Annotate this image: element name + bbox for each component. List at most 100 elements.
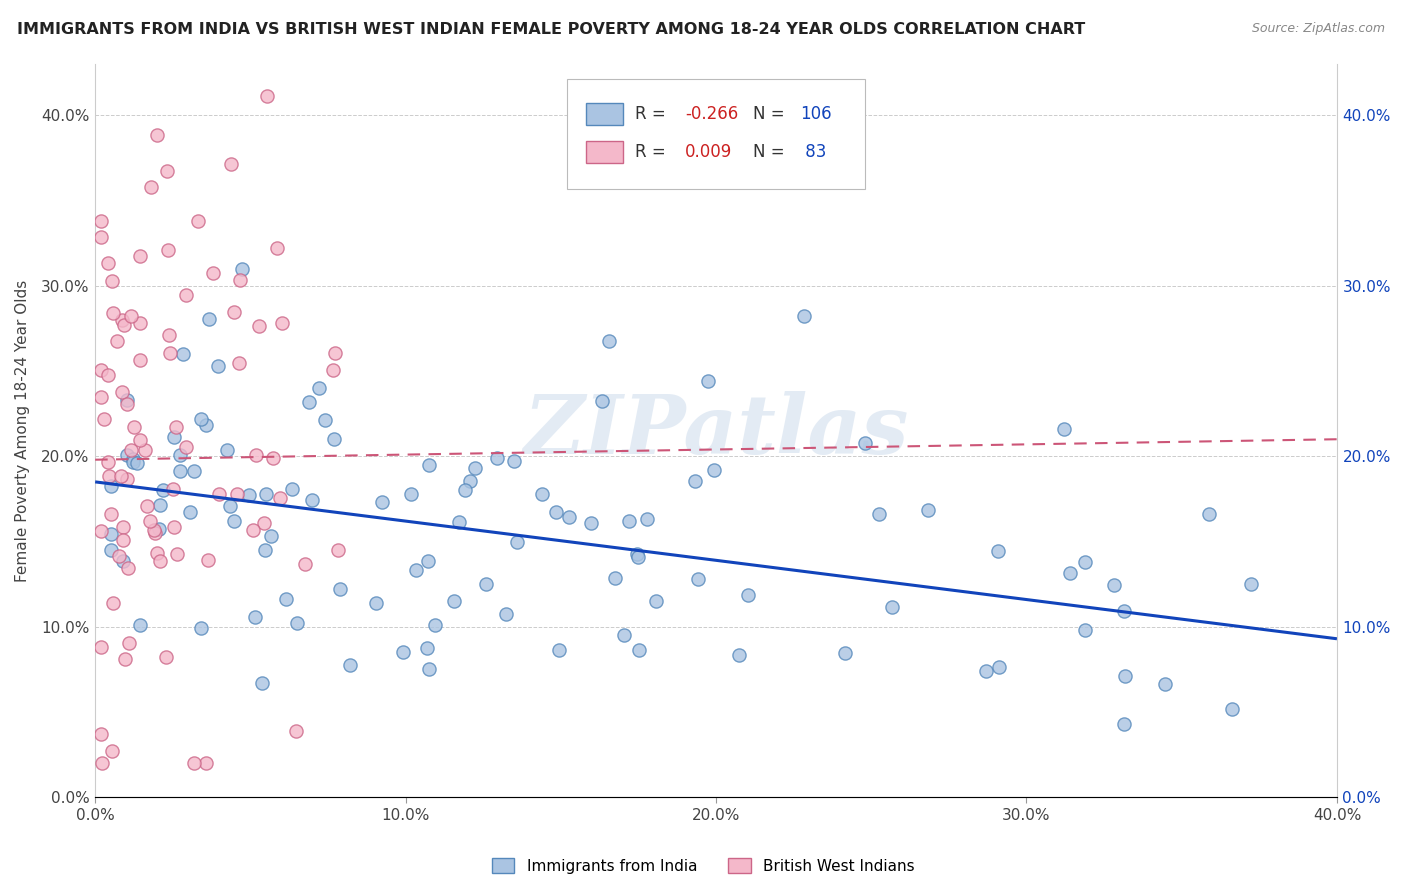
Point	[531, 487, 554, 501]
Point	[187, 214, 209, 228]
Point	[617, 514, 640, 528]
Point	[222, 515, 245, 529]
Point	[243, 610, 266, 624]
Point	[464, 461, 486, 475]
Point	[495, 607, 517, 622]
Point	[254, 543, 277, 558]
Y-axis label: Female Poverty Among 18-24 Year Olds: Female Poverty Among 18-24 Year Olds	[15, 279, 30, 582]
Point	[868, 507, 890, 521]
Point	[326, 542, 349, 557]
Point	[148, 523, 170, 537]
Point	[139, 515, 162, 529]
Point	[1112, 716, 1135, 731]
Point	[502, 454, 524, 468]
Point	[166, 547, 188, 561]
Point	[1220, 702, 1243, 716]
Point	[253, 516, 276, 531]
Point	[121, 451, 143, 466]
Point	[613, 628, 636, 642]
Point	[558, 510, 581, 524]
Point	[136, 500, 159, 514]
Point	[1114, 669, 1136, 683]
Point	[475, 577, 498, 591]
Point	[90, 391, 112, 405]
Text: IMMIGRANTS FROM INDIA VS BRITISH WEST INDIAN FEMALE POVERTY AMONG 18-24 YEAR OLD: IMMIGRANTS FROM INDIA VS BRITISH WEST IN…	[17, 22, 1085, 37]
Point	[274, 591, 297, 606]
Point	[128, 249, 150, 263]
Point	[1073, 556, 1095, 570]
Point	[224, 304, 246, 318]
Point	[174, 440, 197, 454]
Point	[219, 157, 242, 171]
Point	[98, 468, 121, 483]
Point	[90, 727, 112, 741]
Point	[100, 479, 122, 493]
Point	[486, 451, 509, 466]
Point	[399, 487, 422, 501]
Point	[112, 554, 135, 568]
Point	[207, 487, 229, 501]
Point	[598, 334, 620, 349]
Point	[405, 563, 427, 577]
Legend: Immigrants from India, British West Indians: Immigrants from India, British West Indi…	[485, 852, 921, 880]
Point	[254, 487, 277, 501]
Point	[605, 571, 627, 585]
Point	[266, 241, 288, 255]
Point	[231, 262, 253, 277]
Point	[217, 442, 239, 457]
Point	[97, 256, 120, 270]
Point	[103, 595, 125, 609]
Point	[101, 306, 124, 320]
Point	[323, 432, 346, 446]
Point	[636, 512, 658, 526]
Point	[194, 418, 217, 433]
Text: ZIPatlas: ZIPatlas	[523, 391, 908, 471]
Point	[169, 464, 191, 478]
Point	[262, 451, 284, 466]
Point	[120, 443, 142, 458]
Point	[134, 442, 156, 457]
Point	[242, 524, 264, 538]
Point	[157, 243, 180, 257]
Point	[416, 554, 439, 568]
Point	[100, 526, 122, 541]
Point	[125, 456, 148, 470]
Point	[115, 392, 138, 407]
Point	[143, 523, 166, 537]
Point	[218, 499, 240, 513]
Point	[683, 474, 706, 488]
Point	[988, 660, 1011, 674]
Point	[114, 652, 136, 666]
Point	[201, 266, 224, 280]
Point	[423, 618, 446, 632]
Point	[157, 328, 180, 343]
Point	[105, 334, 128, 348]
Point	[115, 448, 138, 462]
Point	[228, 356, 250, 370]
Point	[197, 553, 219, 567]
Point	[458, 474, 481, 488]
Point	[447, 515, 470, 529]
Point	[97, 368, 120, 382]
Point	[252, 676, 274, 690]
Point	[90, 640, 112, 654]
Point	[179, 505, 201, 519]
Point	[1154, 677, 1177, 691]
Point	[122, 420, 145, 434]
Point	[1198, 507, 1220, 521]
Point	[118, 636, 141, 650]
Point	[129, 433, 152, 447]
Point	[245, 448, 267, 462]
Point	[269, 491, 291, 506]
FancyBboxPatch shape	[567, 78, 865, 189]
Text: R =: R =	[636, 143, 666, 161]
Point	[855, 435, 877, 450]
Point	[122, 455, 145, 469]
Point	[644, 594, 666, 608]
Text: Source: ZipAtlas.com: Source: ZipAtlas.com	[1251, 22, 1385, 36]
Point	[281, 483, 304, 497]
Point	[152, 483, 174, 497]
Point	[329, 582, 352, 596]
Point	[128, 617, 150, 632]
Point	[169, 448, 191, 462]
